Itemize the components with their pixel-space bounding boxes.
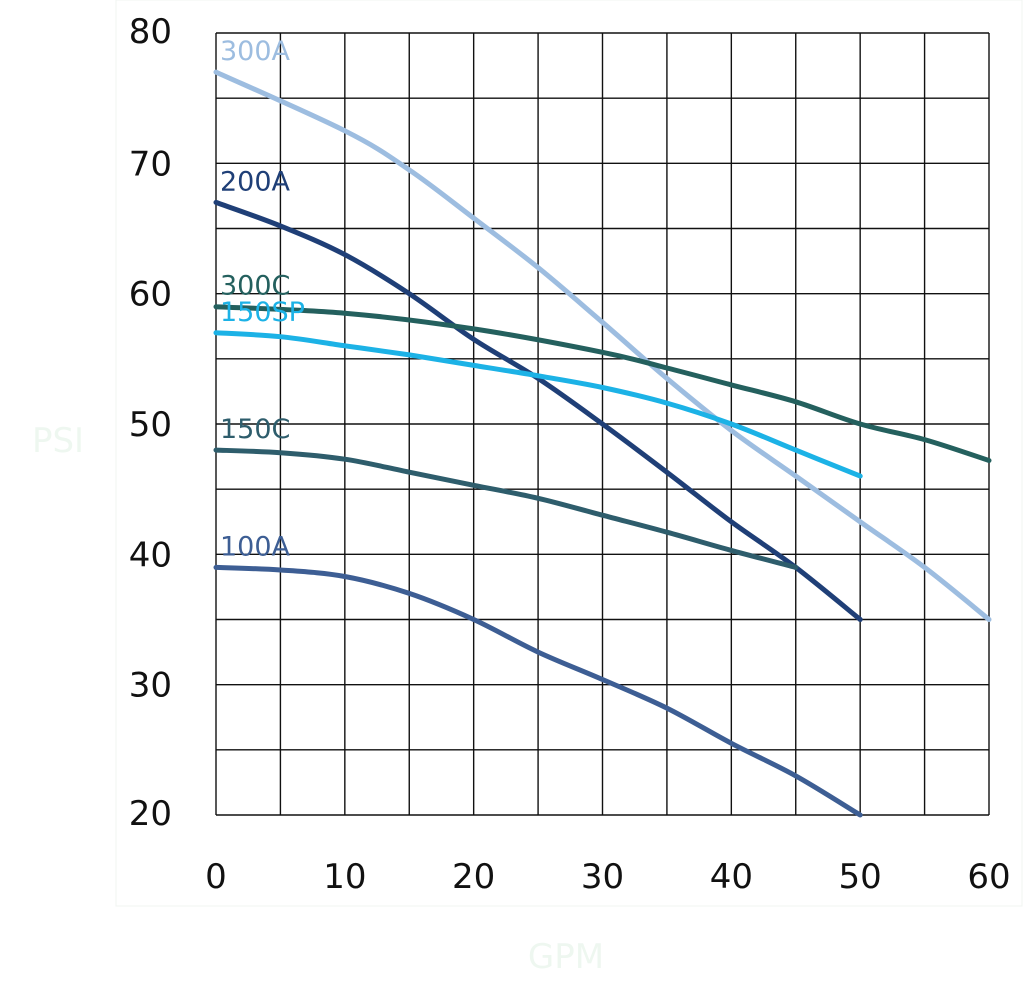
series-label-300a: 300A — [220, 36, 291, 67]
series-lines — [213, 69, 992, 818]
x-tick-label: 10 — [323, 857, 366, 897]
series-label-100a: 100A — [220, 531, 291, 562]
x-tick-label: 50 — [839, 857, 882, 897]
series-line-300c — [213, 304, 992, 463]
series-line-150sp — [213, 330, 863, 479]
series-line-200a — [213, 199, 863, 622]
x-tick-label: 0 — [205, 857, 227, 897]
series-label-300c: 300C — [220, 271, 290, 302]
y-tick-label: 40 — [129, 535, 172, 575]
x-tick-label: 40 — [710, 857, 753, 897]
y-tick-label: 70 — [129, 144, 172, 184]
y-tick-label: 80 — [129, 12, 172, 52]
series-line-100a — [213, 564, 863, 818]
y-tick-label: 50 — [129, 405, 172, 445]
y-tick-label: 60 — [129, 275, 172, 315]
series-label-150c: 150C — [220, 414, 290, 445]
y-tick-label: 20 — [129, 794, 172, 834]
series-line-300a — [213, 69, 992, 622]
series-label-150sp: 150SP — [220, 297, 305, 328]
x-tick-label: 20 — [452, 857, 495, 897]
x-tick-label: 60 — [967, 857, 1010, 897]
y-tick-label: 30 — [129, 666, 172, 706]
y-axis-title: PSI — [32, 421, 84, 461]
x-tick-label: 30 — [581, 857, 624, 897]
x-axis-ticks: 0 10 20 30 40 50 60 — [205, 857, 1010, 897]
y-axis-ticks: 80 70 60 50 40 30 20 — [129, 12, 172, 834]
x-axis-title: GPM — [528, 937, 604, 977]
series-line-150c — [213, 447, 799, 570]
series-label-200a: 200A — [220, 166, 291, 197]
